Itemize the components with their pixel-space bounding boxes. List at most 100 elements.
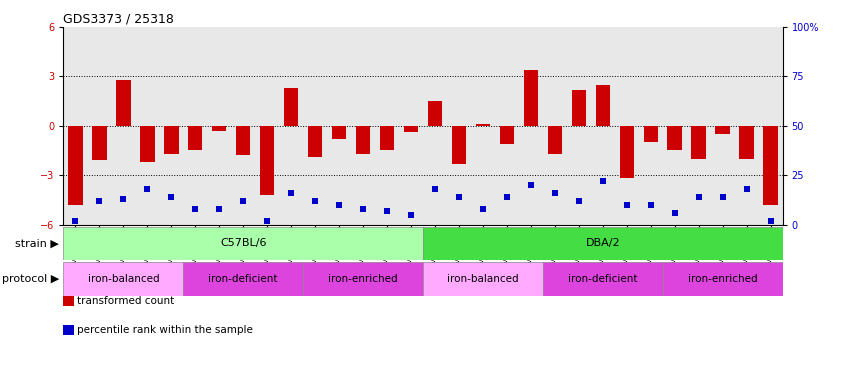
Text: iron-enriched: iron-enriched — [688, 274, 757, 284]
Text: transformed count: transformed count — [77, 296, 174, 306]
Point — [692, 194, 706, 200]
Bar — [303, 262, 423, 296]
Bar — [63, 227, 423, 260]
Text: iron-deficient: iron-deficient — [568, 274, 638, 284]
Bar — [212, 126, 227, 131]
Bar — [184, 262, 303, 296]
Point — [764, 218, 777, 224]
Point — [69, 218, 82, 224]
Bar — [116, 79, 130, 126]
Bar — [687, 27, 711, 225]
Bar — [399, 27, 423, 225]
Point — [548, 190, 562, 196]
Bar — [639, 27, 662, 225]
Bar — [332, 126, 346, 139]
Bar — [763, 126, 777, 205]
Bar — [135, 27, 159, 225]
Bar — [69, 126, 83, 205]
Point — [620, 202, 634, 208]
Bar — [356, 126, 371, 154]
Point — [476, 206, 490, 212]
Bar — [428, 101, 442, 126]
Point — [140, 186, 154, 192]
Point — [332, 202, 346, 208]
Text: iron-balanced: iron-balanced — [448, 274, 519, 284]
Bar — [543, 27, 567, 225]
Bar — [543, 262, 662, 296]
Text: iron-balanced: iron-balanced — [88, 274, 159, 284]
Bar — [184, 27, 207, 225]
Bar — [567, 27, 591, 225]
Bar — [159, 27, 184, 225]
Bar — [591, 27, 615, 225]
Text: GDS3373 / 25318: GDS3373 / 25318 — [63, 13, 174, 26]
Bar — [644, 126, 658, 142]
Bar — [87, 27, 112, 225]
Text: C57BL/6: C57BL/6 — [220, 238, 266, 248]
Bar — [279, 27, 303, 225]
Point — [261, 218, 274, 224]
Bar — [547, 126, 562, 154]
Point — [500, 194, 514, 200]
Bar — [92, 126, 107, 161]
Bar — [452, 126, 466, 164]
Bar — [662, 27, 687, 225]
Bar — [739, 126, 754, 159]
Point — [739, 186, 753, 192]
Bar — [404, 126, 418, 132]
Point — [117, 196, 130, 202]
Bar — [716, 126, 730, 134]
Point — [428, 186, 442, 192]
Bar — [471, 27, 495, 225]
Bar — [500, 126, 514, 144]
Point — [644, 202, 657, 208]
Bar — [284, 88, 299, 126]
Point — [380, 208, 393, 214]
Bar — [327, 27, 351, 225]
Bar — [207, 27, 231, 225]
Bar — [308, 126, 322, 157]
Bar — [615, 27, 639, 225]
Point — [716, 194, 729, 200]
Bar — [711, 27, 734, 225]
Text: iron-enriched: iron-enriched — [328, 274, 398, 284]
Point — [92, 198, 106, 204]
Point — [452, 194, 465, 200]
Text: protocol ▶: protocol ▶ — [2, 274, 59, 284]
Bar — [188, 126, 202, 151]
Bar — [63, 262, 184, 296]
Bar — [759, 27, 783, 225]
Point — [524, 182, 537, 188]
Bar — [519, 27, 543, 225]
Bar — [112, 27, 135, 225]
Point — [596, 178, 609, 184]
Point — [189, 206, 202, 212]
Bar — [375, 27, 399, 225]
Text: DBA/2: DBA/2 — [585, 238, 620, 248]
Text: strain ▶: strain ▶ — [15, 238, 59, 248]
Bar — [423, 227, 783, 260]
Bar — [303, 27, 327, 225]
Bar — [691, 126, 706, 159]
Bar — [380, 126, 394, 151]
Point — [667, 210, 681, 216]
Point — [284, 190, 298, 196]
Point — [356, 206, 370, 212]
Point — [404, 212, 418, 218]
Point — [308, 198, 321, 204]
Bar — [63, 27, 87, 225]
Bar — [260, 126, 274, 195]
Bar — [164, 126, 179, 154]
Bar — [255, 27, 279, 225]
Bar — [140, 126, 155, 162]
Bar — [447, 27, 471, 225]
Text: iron-deficient: iron-deficient — [208, 274, 278, 284]
Bar — [524, 70, 538, 126]
Bar — [596, 84, 610, 126]
Point — [164, 194, 178, 200]
Bar — [236, 126, 250, 156]
Bar — [495, 27, 519, 225]
Bar — [231, 27, 255, 225]
Bar — [667, 126, 682, 151]
Bar — [572, 89, 586, 126]
